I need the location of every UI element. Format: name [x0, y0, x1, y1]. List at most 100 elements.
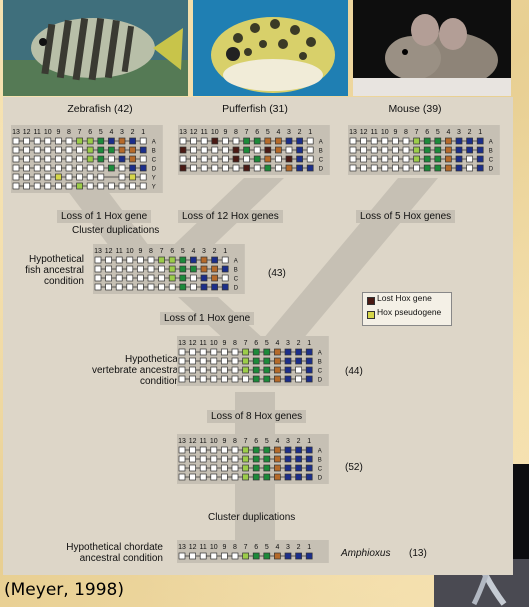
hox-gene-box: [86, 137, 94, 145]
hox-gene-box: [305, 455, 313, 463]
gene-number: 5: [266, 129, 270, 136]
hox-gene-box: [189, 473, 196, 481]
gene-number: 4: [276, 129, 280, 136]
hox-gene-box: [200, 146, 208, 154]
hox-gene-box: [242, 375, 249, 383]
gene-number: 13: [179, 129, 187, 136]
gene-number: 5: [265, 438, 269, 445]
hox-gene-box: [179, 265, 187, 273]
amphioxus-label: Amphioxus: [341, 548, 391, 559]
hox-gene-box: [129, 164, 136, 172]
hox-gene-box: [284, 455, 292, 463]
hox-gene-box: [275, 164, 282, 172]
hox-gene-box: [55, 155, 62, 163]
hox-gene-box: [200, 283, 208, 291]
gene-number: 12: [189, 340, 197, 347]
hox-gene-box: [190, 146, 197, 154]
hox-gene-box: [221, 375, 228, 383]
gene-number: 1: [223, 248, 227, 255]
hox-gene-box: [158, 256, 165, 264]
hox-gene-box: [129, 173, 136, 181]
cluster-letter: C: [318, 467, 323, 473]
zebrafish-photo: [3, 0, 188, 96]
hox-gene-box: [179, 274, 187, 282]
hox-gene-box: [360, 137, 367, 145]
gene-number: 1: [478, 129, 482, 136]
hox-gene-box: [231, 464, 239, 472]
hox-gene-box: [392, 164, 399, 172]
hox-gene-box: [139, 173, 147, 181]
hox-gene-box: [253, 164, 261, 172]
hox-gene-box: [190, 274, 197, 282]
legend-lost: Lost Hox gene: [377, 293, 432, 303]
cluster-letter: B: [234, 268, 238, 274]
hox-gene-box: [44, 182, 52, 190]
hox-gene-box: [263, 455, 271, 463]
hox-gene-box: [305, 348, 313, 356]
cluster-letter: B: [489, 149, 493, 155]
hox-gene-box: [232, 164, 240, 172]
hox-gene-box: [97, 155, 105, 163]
hox-gene-box: [108, 137, 115, 145]
hox-gene-box: [264, 155, 272, 163]
hox-gene-box: [118, 164, 126, 172]
cluster-letter: D: [318, 378, 323, 384]
hox-gene-box: [44, 137, 52, 145]
gene-number: 13: [12, 129, 20, 136]
hox-gene-box: [139, 164, 147, 172]
hox-gene-box: [284, 348, 292, 356]
hox-gene-box: [137, 283, 144, 291]
event-loss-8: Loss of 8 Hox genes: [207, 410, 307, 423]
hox-gene-box: [210, 366, 218, 374]
gene-number: 3: [286, 544, 290, 551]
hox-gene-box: [189, 366, 196, 374]
event-loss-1-ancestral: Loss of 1 Hox gene: [160, 312, 255, 325]
gene-number: 2: [468, 129, 472, 136]
hox-gene-box: [476, 146, 484, 154]
hox-gene-box: [284, 464, 292, 472]
hox-gene-box: [139, 137, 147, 145]
hox-gene-box: [231, 446, 239, 454]
chordate-ancestral-label: Hypothetical chordate ancestral condition: [66, 542, 163, 564]
gene-number: 10: [210, 544, 218, 551]
hox-gene-box: [179, 283, 187, 291]
gene-number: 2: [298, 129, 302, 136]
gene-number: 7: [78, 129, 82, 136]
hox-gene-box: [243, 164, 250, 172]
hox-gene-box: [466, 137, 473, 145]
hox-gene-box: [253, 146, 261, 154]
hox-gene-box: [360, 146, 367, 154]
hox-gene-box: [23, 182, 30, 190]
gene-number: 13: [178, 438, 186, 445]
hox-gene-box: [178, 357, 186, 365]
cluster-letter: D: [152, 167, 157, 173]
gene-number: 6: [255, 129, 259, 136]
hox-gene-box: [252, 357, 260, 365]
gene-number: 3: [286, 340, 290, 347]
hox-gene-box: [200, 155, 208, 163]
hox-gene-box: [12, 173, 20, 181]
hox-gene-box: [178, 348, 186, 356]
hox-gene-box: [108, 155, 115, 163]
pseudogene-swatch: [367, 311, 375, 319]
hox-gene-box: [284, 473, 292, 481]
hox-gene-box: [466, 164, 473, 172]
event-loss-5-mouse: Loss of 5 Hox genes: [356, 210, 456, 223]
hox-gene-box: [65, 137, 73, 145]
hox-gene-box: [455, 146, 463, 154]
hox-gene-box: [55, 164, 62, 172]
gene-number: 5: [99, 129, 103, 136]
hox-gene-box: [221, 455, 228, 463]
hox-gene-box: [200, 265, 208, 273]
hox-gene-box: [242, 552, 249, 560]
hox-gene-box: [221, 473, 228, 481]
hox-gene-box: [179, 137, 187, 145]
hox-gene-box: [295, 446, 302, 454]
hox-gene-box: [118, 155, 126, 163]
gene-number: 12: [105, 248, 113, 255]
cluster-letter: B: [318, 360, 322, 366]
event-loss-1-zebrafish: Loss of 1 Hox gene: [57, 210, 152, 223]
gene-number: 3: [286, 438, 290, 445]
